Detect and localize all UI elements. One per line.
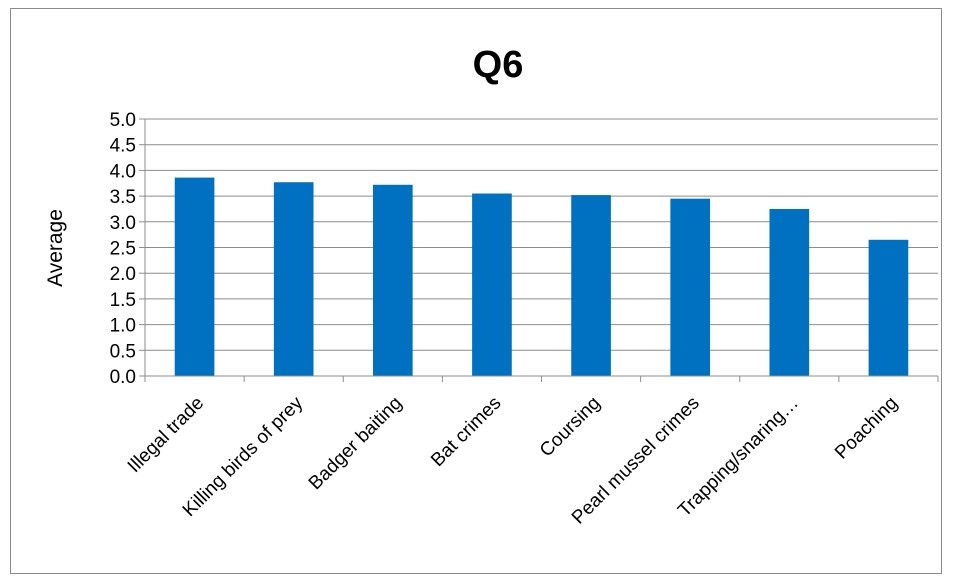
y-tick-label: 2.0 <box>110 264 136 285</box>
y-tick-label: 3.0 <box>110 213 136 234</box>
bar <box>373 185 413 376</box>
y-tick-label: 0.0 <box>110 367 136 388</box>
y-tick-label: 2.5 <box>110 239 136 260</box>
x-tick-label: Badger baiting <box>305 393 407 495</box>
chart-title: Q6 <box>473 44 524 86</box>
bar <box>472 194 512 376</box>
y-tick-label: 1.5 <box>110 290 136 311</box>
y-tick-label: 1.0 <box>110 316 136 337</box>
bar <box>175 178 215 376</box>
gridlines <box>139 119 938 376</box>
y-tick-label: 5.0 <box>110 110 136 131</box>
y-tick-label: 0.5 <box>110 341 136 362</box>
y-tick-label: 3.5 <box>110 187 136 208</box>
axes <box>145 119 938 382</box>
bar <box>670 199 710 376</box>
x-tick-label: Illegal trade <box>124 393 208 477</box>
y-tick-labels: 0.0 0.5 1.0 1.5 2.0 2.5 3.0 3.5 4.0 4.5 5.0 <box>110 110 136 388</box>
y-axis-label: Average <box>44 209 67 287</box>
bars <box>175 178 909 376</box>
x-tick-label: Coursing <box>536 393 605 462</box>
x-tick-label: Bat crimes <box>427 393 505 471</box>
bar <box>769 209 809 376</box>
y-tick-label: 4.5 <box>110 136 136 157</box>
bar <box>274 182 314 376</box>
x-tick-label: Poaching <box>831 393 902 464</box>
y-tick-label: 4.0 <box>110 161 136 182</box>
bar <box>571 195 611 376</box>
bar <box>869 240 909 376</box>
